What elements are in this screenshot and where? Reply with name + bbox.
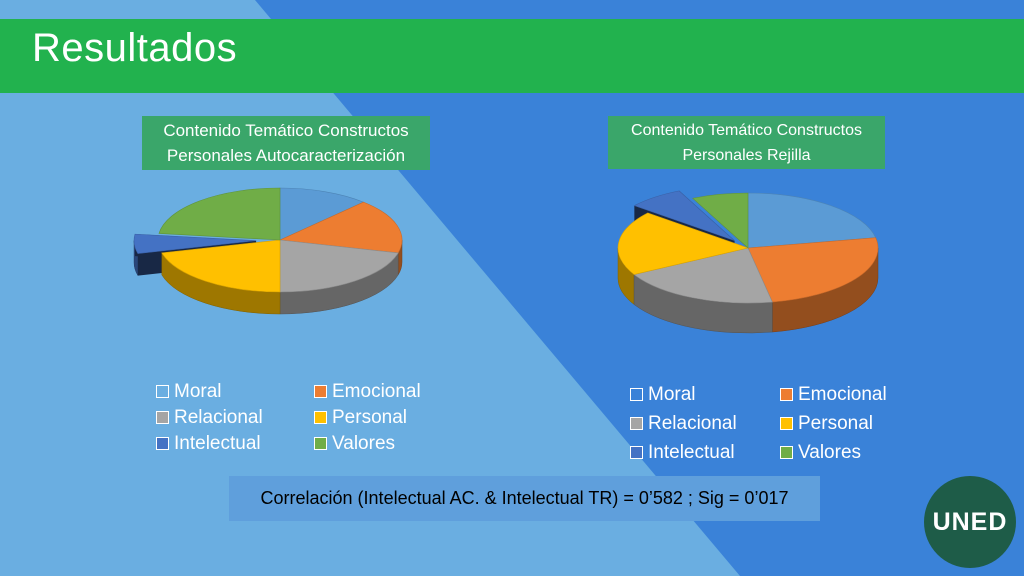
legend-swatch: [156, 437, 169, 450]
pie-chart-rejilla: [617, 190, 879, 334]
legend-item-moral: Moral: [630, 383, 780, 406]
legend-swatch: [156, 411, 169, 424]
legend-label: Intelectual: [174, 432, 261, 454]
legend-item-moral: Moral: [156, 380, 314, 403]
legend-label: Valores: [798, 441, 862, 463]
legend-label: Personal: [332, 406, 407, 428]
chart-title-rejilla: Contenido Temático Constructos Personale…: [608, 116, 885, 169]
pie-slice-relacional: [633, 247, 773, 304]
legend-item-emocional: Emocional: [780, 383, 930, 406]
legend-label: Intelectual: [648, 441, 735, 463]
pie-slice-intelectual: [633, 190, 735, 241]
pie-slice-emocional: [747, 237, 879, 303]
legend-label: Relacional: [648, 412, 737, 434]
chart-title-autocaracterizacion: Contenido Temático Constructos Personale…: [142, 116, 430, 170]
legend-item-personal: Personal: [780, 412, 930, 435]
legend-swatch: [156, 385, 169, 398]
legend-item-valores: Valores: [314, 432, 472, 455]
slide-title: Resultados: [32, 26, 238, 70]
legend-item-relacional: Relacional: [156, 406, 314, 429]
legend-item-valores: Valores: [780, 441, 930, 464]
title-bar: [0, 19, 1024, 93]
pie-chart-autocaracterizacion: [133, 187, 403, 315]
pie-slice-personal: [617, 212, 750, 275]
pie-slice-moral: [747, 192, 877, 249]
logo-text: UNED: [933, 508, 1008, 536]
pie-slice-moral: [279, 187, 365, 241]
legend-item-personal: Personal: [314, 406, 472, 429]
pie-slice-valores: [692, 192, 749, 249]
pie-slice-relacional: [279, 239, 399, 293]
legend-swatch: [780, 388, 793, 401]
correlation-result: Correlación (Intelectual AC. & Intelectu…: [229, 476, 820, 521]
legend-swatch: [314, 437, 327, 450]
legend-label: Emocional: [798, 383, 887, 405]
legend-label: Personal: [798, 412, 873, 434]
legend-swatch: [780, 417, 793, 430]
pie-slice-emocional: [278, 201, 403, 254]
legend-label: Valores: [332, 432, 396, 454]
legend-swatch: [780, 446, 793, 459]
legend-item-emocional: Emocional: [314, 380, 472, 403]
legend-item-intelectual: Intelectual: [630, 441, 780, 464]
legend-rejilla: Moral Emocional Relacional Personal Inte…: [630, 383, 930, 464]
pie-slice-valores: [158, 187, 281, 241]
legend-item-relacional: Relacional: [630, 412, 780, 435]
legend-autocaracterizacion: Moral Emocional Relacional Personal Inte…: [156, 380, 472, 455]
legend-swatch: [630, 417, 643, 430]
legend-swatch: [630, 388, 643, 401]
legend-label: Moral: [648, 383, 696, 405]
legend-label: Emocional: [332, 380, 421, 402]
uned-logo: UNED: [924, 476, 1016, 568]
legend-item-intelectual: Intelectual: [156, 432, 314, 455]
legend-swatch: [630, 446, 643, 459]
pie-slice-personal: [161, 239, 281, 293]
legend-label: Relacional: [174, 406, 263, 428]
legend-swatch: [314, 411, 327, 424]
legend-label: Moral: [174, 380, 222, 402]
pie-slice-intelectual: [133, 233, 257, 254]
legend-swatch: [314, 385, 327, 398]
